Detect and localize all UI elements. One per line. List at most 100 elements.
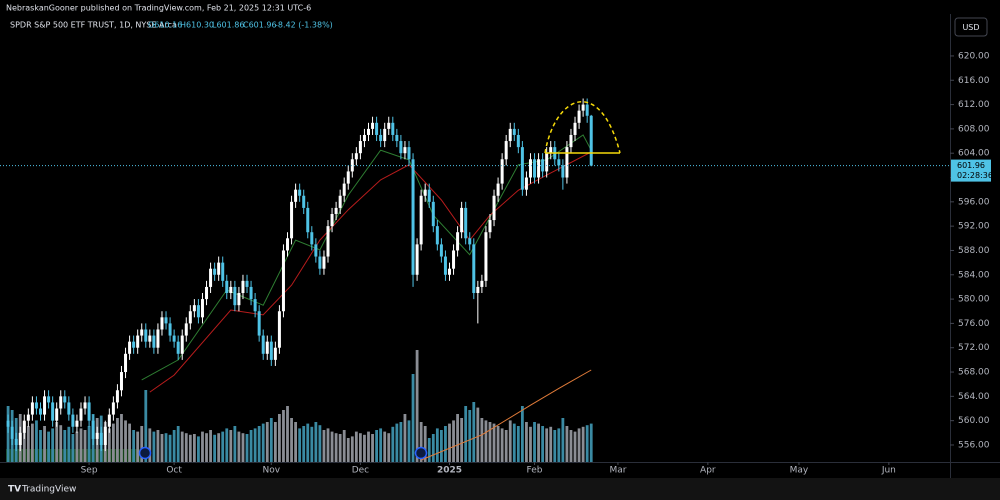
candle-body: [225, 280, 229, 294]
volume-bar: [545, 428, 549, 462]
volume-bar: [209, 430, 212, 462]
candle-body: [148, 335, 152, 342]
volume-bar: [148, 428, 152, 462]
candle-body: [439, 244, 443, 257]
y-tick-label: 572.00: [958, 343, 990, 353]
volume-bar: [237, 431, 241, 462]
currency-button[interactable]: [954, 17, 988, 37]
volume-bar: [75, 431, 79, 462]
candle-body: [55, 408, 59, 421]
volume-bar: [444, 426, 447, 462]
candle-body: [192, 305, 196, 312]
volume-bar: [144, 390, 148, 462]
volume-bar: [363, 434, 366, 462]
volume-bar: [488, 422, 492, 462]
volume-bar: [415, 350, 419, 462]
candle-body: [237, 293, 241, 306]
candle-body: [43, 396, 47, 415]
volume-bar: [47, 431, 50, 462]
candle-body: [476, 286, 480, 294]
volume-bar: [399, 422, 403, 462]
candle-body: [160, 317, 164, 330]
volume-bar: [261, 423, 265, 462]
candle-body: [334, 207, 338, 214]
volume-bar: [350, 436, 354, 462]
candle-body: [549, 147, 553, 154]
x-tick-label: Jun: [881, 466, 896, 476]
candle-body: [371, 122, 375, 129]
candle-body: [516, 134, 520, 148]
candle-body: [119, 372, 123, 391]
candle-body: [63, 396, 67, 403]
candle-body: [124, 353, 128, 373]
candle-body: [172, 335, 176, 342]
volume-bar: [525, 422, 528, 462]
candle-body: [520, 147, 524, 190]
candle-body: [589, 115, 593, 166]
volume-bar: [30, 423, 34, 462]
candle-body: [249, 286, 253, 300]
volume-bar: [273, 422, 277, 462]
x-tick-label: May: [790, 466, 809, 476]
candle-body: [265, 341, 269, 354]
legend: SPDR S&P 500 ETF TRUST, 1D, NYSE Arca O6…: [10, 21, 333, 30]
candle-body: [504, 141, 508, 160]
volume-bar: [302, 426, 306, 462]
volume-bar: [26, 426, 30, 462]
dividend-marker: [414, 446, 428, 460]
candle-body: [6, 420, 10, 427]
volume-bar: [472, 402, 476, 462]
attribution: NebraskanGooner published on TradingView…: [6, 4, 311, 13]
candle-body: [34, 402, 38, 409]
candle-body: [38, 408, 42, 415]
candle-body: [411, 159, 415, 275]
volume-bar: [192, 434, 196, 462]
y-tick-label: 592.00: [958, 222, 990, 232]
candle-body: [51, 402, 55, 421]
volume-bar: [367, 431, 370, 462]
overlay-line: [141, 134, 592, 381]
candle-body: [508, 128, 512, 142]
candle-body: [241, 280, 245, 294]
candle-body: [492, 195, 496, 221]
candle-body: [14, 438, 18, 445]
volume-bar: [468, 410, 472, 462]
arc-drawing: [544, 101, 621, 154]
volume-bar: [480, 418, 484, 462]
candle-body: [557, 159, 561, 166]
volume-bar: [431, 434, 435, 462]
currency[interactable]: USD: [962, 23, 979, 32]
volume-bar: [423, 426, 427, 462]
y-tick-label: 596.00: [958, 197, 990, 207]
volume-bar: [354, 431, 358, 462]
volume-bar: [371, 434, 374, 462]
candle-body: [132, 341, 136, 348]
candle-body: [261, 335, 265, 354]
volume-bar: [508, 420, 512, 462]
candle-body: [395, 134, 399, 142]
volume-bar: [541, 426, 545, 462]
candle-body: [245, 280, 249, 287]
candle-body: [362, 134, 366, 142]
overlay-line: [420, 369, 592, 461]
candle-body: [423, 189, 427, 196]
volume-bar: [107, 428, 111, 462]
volume-bar: [533, 422, 536, 462]
candle-body: [375, 122, 379, 135]
volume-bar: [359, 433, 362, 462]
volume-bar: [128, 423, 131, 462]
volume-bar: [245, 434, 249, 462]
volume-bar: [452, 420, 455, 462]
volume-bar: [346, 438, 350, 462]
volume-bar: [205, 433, 208, 462]
close: C601.96: [243, 21, 277, 30]
candle-body: [281, 250, 285, 312]
volume-bar: [43, 426, 46, 462]
candle-body: [269, 341, 273, 360]
volume-bar: [581, 426, 585, 462]
candle-body: [533, 159, 537, 178]
volume-bar: [176, 426, 180, 462]
candle-body: [277, 311, 281, 348]
candle-body: [573, 122, 577, 135]
